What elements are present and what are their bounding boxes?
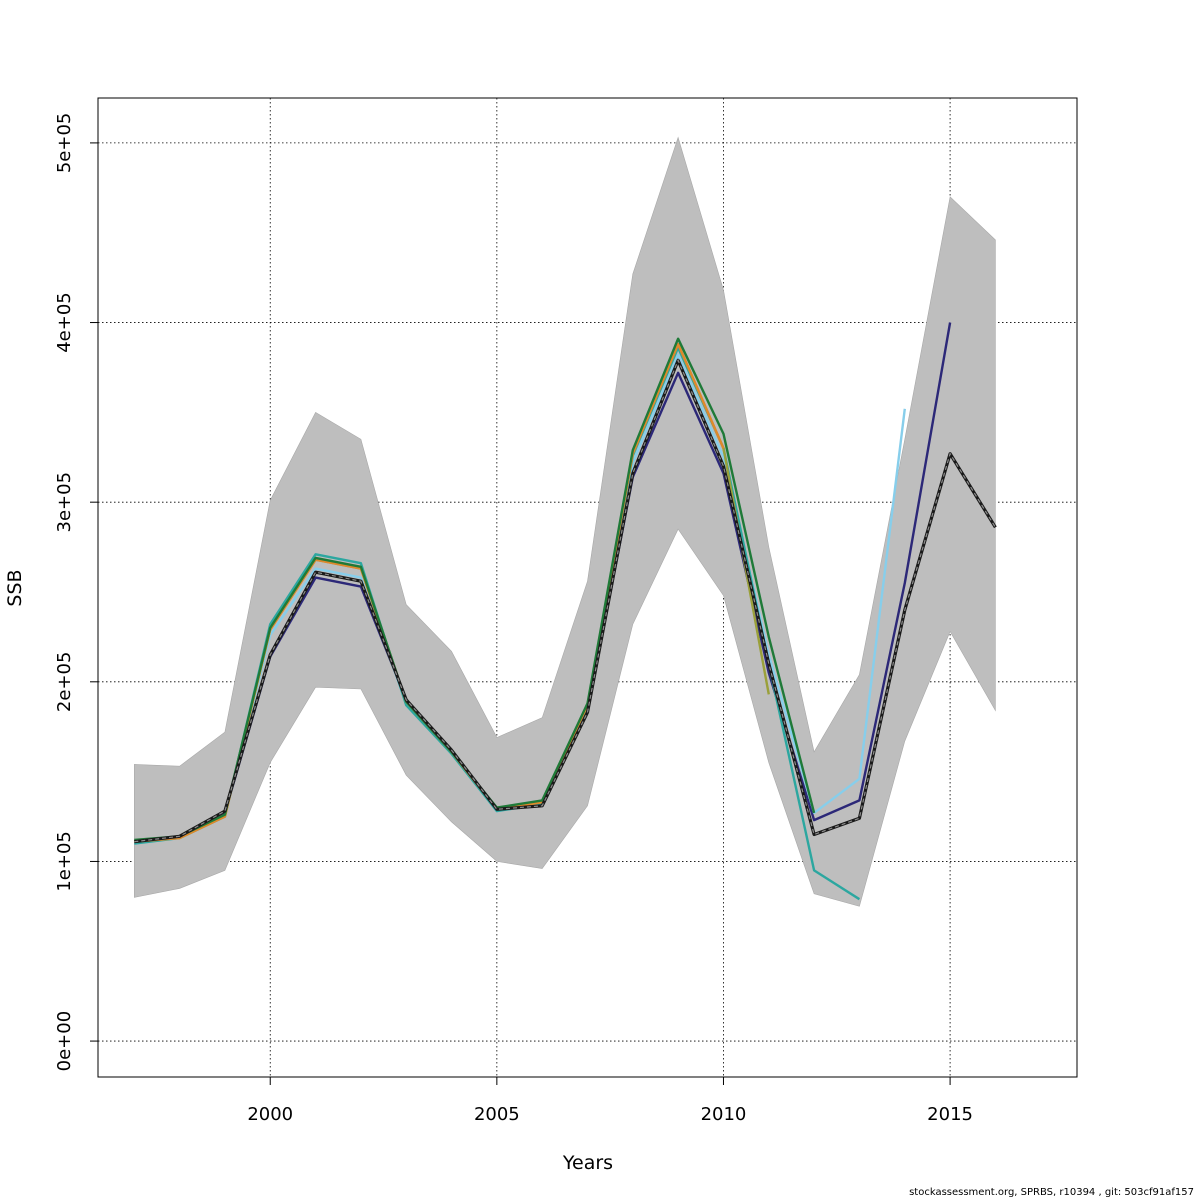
footer-source-text: stockassessment.org, SPRBS, r10394 , git… bbox=[909, 1187, 1194, 1198]
axes: 2000 2005 2010 2015 0e+00 1e+05 2e+05 3e+05 4e+0… bbox=[54, 113, 973, 1125]
x-tick-label: 2005 bbox=[474, 1104, 520, 1125]
x-tick-label: 2015 bbox=[927, 1104, 973, 1125]
y-tick-label: 4e+05 bbox=[54, 292, 75, 353]
x-tick-label: 2010 bbox=[701, 1104, 747, 1125]
plot-frame bbox=[97, 97, 1078, 1078]
y-tick-label: 1e+05 bbox=[54, 831, 75, 892]
y-tick-label: 5e+05 bbox=[54, 113, 75, 174]
x-axis-label: Years bbox=[562, 1152, 613, 1174]
series-line-estimate-dash bbox=[134, 358, 996, 843]
series-lines-layer bbox=[134, 322, 997, 901]
y-tick-label: 0e+00 bbox=[54, 1011, 75, 1072]
y-tick-label: 3e+05 bbox=[54, 472, 75, 533]
x-tick-label: 2000 bbox=[247, 1104, 293, 1125]
y-axis-label: SSB bbox=[4, 569, 26, 606]
y-tick-label: 2e+05 bbox=[54, 652, 75, 713]
